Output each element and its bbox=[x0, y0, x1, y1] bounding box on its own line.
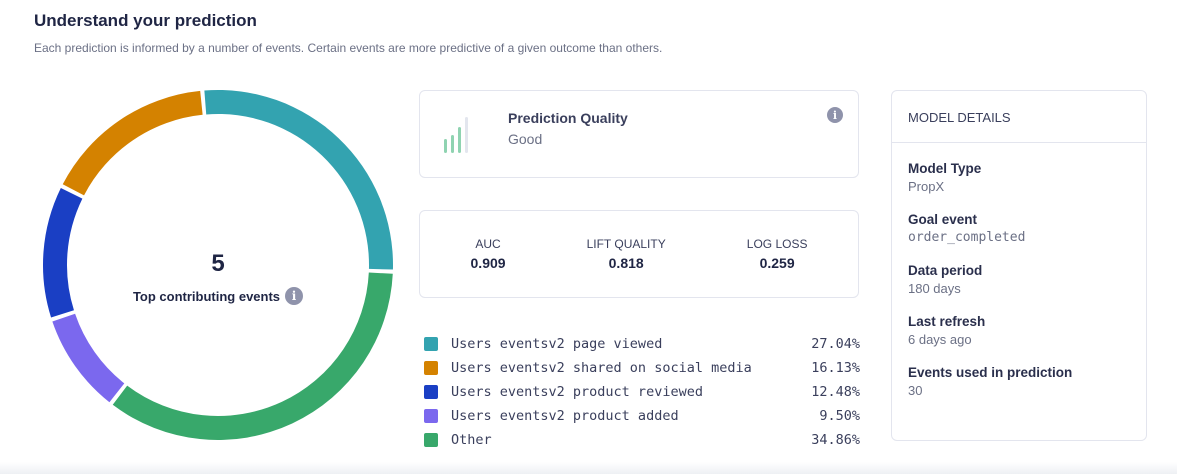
legend-value: 12.48% bbox=[811, 384, 860, 400]
metric-value: 0.909 bbox=[470, 255, 506, 271]
legend-swatch bbox=[424, 433, 438, 447]
metric-label: LIFT QUALITY bbox=[586, 237, 666, 251]
metric-label: LOG LOSS bbox=[746, 237, 808, 251]
page-subtitle: Each prediction is informed by a number … bbox=[34, 41, 663, 55]
legend-item: Users eventsv2 page viewed 27.04% bbox=[424, 332, 860, 356]
legend-item: Users eventsv2 product added 9.50% bbox=[424, 404, 860, 428]
signal-bar bbox=[444, 139, 447, 153]
signal-bar bbox=[451, 135, 454, 153]
detail-value: 180 days bbox=[908, 281, 961, 296]
legend-item: Other 34.86% bbox=[424, 428, 860, 452]
legend-value: 9.50% bbox=[819, 408, 860, 424]
legend-label: Users eventsv2 product reviewed bbox=[451, 384, 703, 400]
model-detail-item: Events used in prediction 30 bbox=[892, 365, 1146, 398]
signal-bar bbox=[458, 127, 461, 153]
prediction-quality-title: Prediction Quality bbox=[508, 110, 628, 126]
model-detail-item: Model Type PropX bbox=[892, 161, 1146, 194]
model-detail-item: Last refresh 6 days ago bbox=[892, 314, 1146, 347]
legend-label: Other bbox=[451, 432, 492, 448]
model-details-heading: MODEL DETAILS bbox=[892, 91, 1146, 143]
legend-label: Users eventsv2 page viewed bbox=[451, 336, 663, 352]
donut-slice-users-eventsv2-shared-on-social-media[interactable] bbox=[62, 90, 203, 196]
info-icon[interactable]: i bbox=[827, 107, 843, 123]
donut-slice-users-eventsv2-product-reviewed[interactable] bbox=[43, 188, 83, 318]
detail-label: Last refresh bbox=[908, 314, 986, 329]
detail-value: order_completed bbox=[908, 230, 1026, 245]
prediction-quality-value: Good bbox=[508, 131, 543, 147]
metrics-card: AUC 0.909 LIFT QUALITY 0.818 LOG LOSS 0.259 bbox=[419, 210, 859, 298]
legend-swatch bbox=[424, 361, 438, 375]
detail-label: Model Type bbox=[908, 161, 982, 176]
info-icon[interactable]: i bbox=[285, 287, 304, 305]
metric-label: AUC bbox=[475, 237, 501, 251]
page-title: Understand your prediction bbox=[34, 11, 257, 30]
legend-swatch bbox=[424, 409, 438, 423]
top-events-label: Top contributing events i bbox=[118, 287, 318, 305]
detail-value: PropX bbox=[908, 179, 945, 194]
model-details-card: MODEL DETAILS Model Type PropX Goal event o… bbox=[891, 90, 1147, 441]
legend-swatch bbox=[424, 385, 438, 399]
legend-value: 16.13% bbox=[811, 360, 860, 376]
donut-slice-users-eventsv2-page-viewed[interactable] bbox=[204, 89, 394, 270]
donut-chart bbox=[43, 89, 394, 440]
legend-value: 34.86% bbox=[811, 432, 860, 448]
donut-slice-users-eventsv2-product-added[interactable] bbox=[52, 313, 125, 403]
detail-value: 6 days ago bbox=[908, 332, 972, 347]
page-footer-shadow bbox=[0, 462, 1177, 474]
detail-label: Goal event bbox=[908, 212, 978, 227]
top-events-text: Top contributing events bbox=[132, 288, 281, 304]
legend-item: Users eventsv2 product reviewed 12.48% bbox=[424, 380, 860, 404]
detail-label: Events used in prediction bbox=[908, 365, 1073, 380]
chart-legend: Users eventsv2 page viewed 27.04% Users ev… bbox=[424, 332, 860, 452]
detail-label: Data period bbox=[908, 263, 983, 278]
donut-slice-other[interactable] bbox=[112, 272, 393, 440]
model-detail-item: Data period 180 days bbox=[892, 263, 1146, 296]
legend-swatch bbox=[424, 337, 438, 351]
legend-label: Users eventsv2 product added bbox=[451, 408, 679, 424]
top-events-count: 5 bbox=[211, 250, 225, 277]
metric-log-loss: LOG LOSS 0.259 bbox=[747, 237, 808, 271]
metric-value: 0.259 bbox=[759, 255, 795, 271]
model-detail-item: Goal event order_completed bbox=[892, 212, 1146, 245]
legend-item: Users eventsv2 shared on social media 16.… bbox=[424, 356, 860, 380]
signal-bars-icon bbox=[444, 117, 468, 153]
signal-bar bbox=[465, 117, 468, 153]
metric-auc: AUC 0.909 bbox=[471, 237, 506, 271]
legend-label: Users eventsv2 shared on social media bbox=[451, 360, 752, 376]
metric-value: 0.818 bbox=[608, 255, 644, 271]
detail-value: 30 bbox=[908, 383, 923, 398]
prediction-quality-card: Prediction Quality Good i bbox=[419, 90, 859, 178]
legend-value: 27.04% bbox=[811, 336, 860, 352]
metric-lift-quality: LIFT QUALITY 0.818 bbox=[587, 237, 666, 271]
